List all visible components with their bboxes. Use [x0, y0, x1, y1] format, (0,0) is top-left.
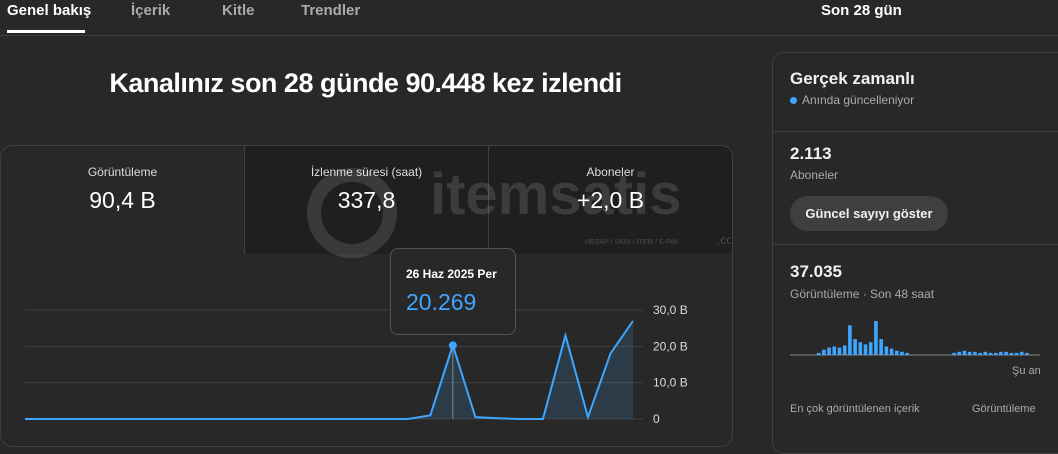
- metric-label: İzlenme süresi (saat): [310, 165, 423, 179]
- bar: [967, 351, 972, 355]
- tooltip-date: 26 Haz 2025 Per: [406, 267, 497, 281]
- metric-tab[interactable]: Görüntüleme 90,4 B: [1, 146, 244, 254]
- bar: [842, 345, 847, 355]
- bar: [900, 351, 904, 355]
- bar: [858, 342, 863, 355]
- y-tick-label: 0: [653, 412, 660, 426]
- views-label: Görüntüleme · Son 48 saat: [790, 287, 935, 301]
- divider: [0, 35, 1058, 36]
- chart: itemsatis HESAP / SKIN / ITEM / E-PIN .c…: [25, 162, 731, 426]
- bar: [988, 352, 993, 355]
- live-dot: [790, 97, 797, 104]
- bar: [868, 342, 873, 355]
- realtime-title: Gerçek zamanlı: [790, 69, 915, 88]
- refresh-button[interactable]: Güncel sayıyı göster: [790, 196, 948, 231]
- bar: [973, 351, 977, 355]
- bar: [1004, 351, 1008, 355]
- metric-value: 337,8: [337, 187, 396, 213]
- bar: [983, 351, 988, 355]
- bar: [894, 350, 899, 355]
- bar: [952, 352, 956, 355]
- metric-label: Görüntüleme: [87, 165, 158, 179]
- bar: [848, 325, 852, 355]
- bar: [1009, 352, 1014, 355]
- bar: [853, 339, 857, 355]
- top-content-label: En çok görüntülenen içerik: [790, 403, 920, 415]
- metric-tab[interactable]: İzlenme süresi (saat) 337,8: [244, 146, 488, 254]
- bar: [863, 344, 868, 355]
- bar: [889, 348, 894, 355]
- bar: [827, 347, 831, 355]
- realtime-status: Anında güncelleniyor: [802, 93, 915, 107]
- bar: [879, 339, 883, 355]
- top-content-metric: Görüntüleme: [972, 403, 1036, 415]
- bar: [905, 352, 909, 355]
- tooltip: 26 Haz 2025 Per 20.269: [390, 248, 516, 335]
- headline: Kanalınız son 28 günde 90.448 kez izlend…: [109, 68, 622, 98]
- bar: [957, 351, 962, 355]
- y-tick-label: 20,0 B: [653, 339, 688, 353]
- bar: [999, 351, 1003, 355]
- bar: [962, 350, 967, 355]
- metric-tab[interactable]: Aboneler +2,0 B: [488, 146, 732, 254]
- watermark: .com: [717, 233, 731, 247]
- bar: [884, 346, 889, 355]
- bar: [978, 352, 982, 355]
- now-label: Şu an: [1012, 365, 1041, 377]
- hover-point: [448, 341, 457, 350]
- bar: [993, 352, 998, 355]
- realtime-chart: [790, 321, 1040, 356]
- tab[interactable]: Kitle: [222, 2, 255, 19]
- watermark-logo: [307, 168, 397, 258]
- metric-label: Aboneler: [586, 165, 635, 179]
- tab[interactable]: Trendler: [301, 2, 361, 19]
- tab-underline: [7, 30, 85, 33]
- y-tick-label: 10,0 B: [653, 376, 688, 390]
- bar: [1014, 352, 1019, 355]
- metric-value: 90,4 B: [89, 187, 156, 213]
- period-selector[interactable]: Son 28 gün: [821, 2, 902, 19]
- bar: [837, 347, 842, 355]
- bar: [822, 349, 826, 355]
- bar: [874, 321, 878, 355]
- divider: [773, 131, 1058, 132]
- overview-card: Görüntüleme 90,4 B İzlenme süresi (saat) 3…: [0, 145, 733, 447]
- line: [25, 320, 634, 421]
- y-tick-label: 30,0 B: [653, 303, 688, 317]
- watermark: HESAP / SKIN / ITEM / E-PIN: [585, 239, 678, 246]
- views-count: 37.035: [790, 262, 842, 281]
- tab[interactable]: Genel bakış: [7, 2, 92, 19]
- bar: [832, 346, 837, 355]
- watermark: itemsatis: [430, 162, 681, 227]
- divider: [773, 244, 1058, 245]
- area: [25, 320, 633, 419]
- tooltip-value: 20.269: [406, 289, 477, 315]
- subscriber-count: 2.113: [790, 144, 832, 163]
- bar: [1025, 352, 1029, 355]
- realtime-card: Gerçek zamanlı Anında güncelleniyor 2.11…: [772, 52, 1058, 454]
- tab[interactable]: İçerik: [131, 2, 171, 19]
- metric-value: +2,0 B: [576, 187, 645, 213]
- subscriber-label: Aboneler: [790, 168, 839, 182]
- bar: [816, 352, 821, 355]
- bar: [1019, 351, 1024, 355]
